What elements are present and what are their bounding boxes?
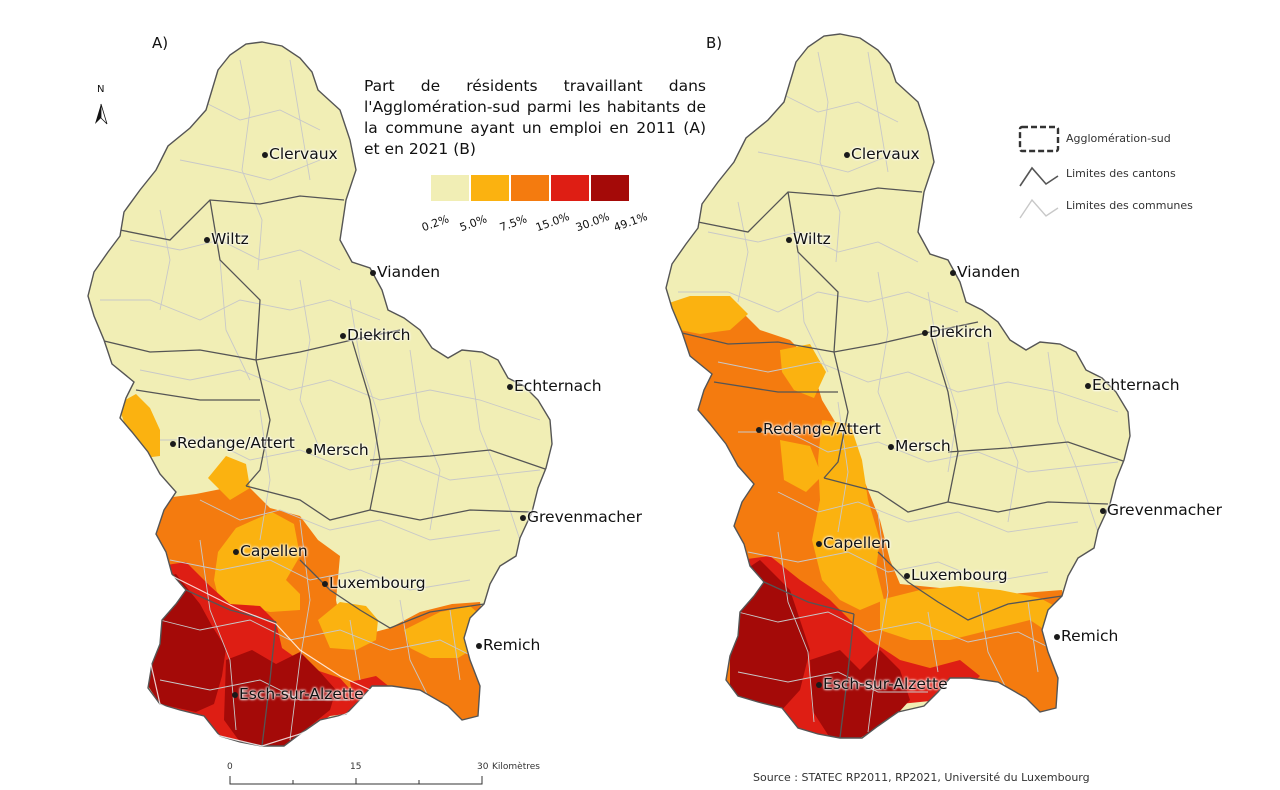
zone-amber-b-5 [780,440,822,492]
legend-color-bar [430,174,630,202]
city-dot [370,269,376,276]
city-label: Remich [1054,627,1118,645]
city-label: Diekirch [922,323,992,341]
city-dot [1085,382,1091,389]
legend-break: 49.1% [612,210,650,235]
zone-amber-b-3 [812,420,884,610]
city-label: Esch-sur-Alzette [232,685,364,703]
city-label: Wiltz [786,230,831,248]
scale-bar [229,776,483,785]
city-label: Esch-sur-Alzette [816,675,948,693]
city-label: Clervaux [262,145,338,163]
commune-boundaries-a [100,59,541,741]
key-agglomeration-label: Agglomération-sud [1066,132,1171,145]
canton-boundaries-b [677,187,1127,738]
city-label: Redange/Attert [170,434,295,452]
panel-label-a: A) [152,34,169,52]
city-label: Mersch [888,437,951,455]
city-dot [233,548,239,555]
city-label: Vianden [950,263,1020,281]
agglomeration-key-symbol [1018,125,1060,153]
zone-darkred-a-south [224,650,336,746]
north-arrow [95,103,108,125]
zone-amber-b-2 [780,344,826,398]
legend-swatch-2 [470,174,510,202]
legend-swatch-1 [430,174,470,202]
legend-break: 15.0% [534,210,572,235]
scale-unit: Kilomètres [492,762,540,772]
city-dot [204,236,210,243]
source-note: Source : STATEC RP2011, RP2021, Universi… [753,771,1090,784]
agglomeration-outline-a [149,569,371,747]
legend-break: 30.0% [574,210,612,235]
zone-amber-a-5 [118,394,160,458]
north-arrow-label: N [97,84,105,95]
city-dot [322,580,328,587]
city-dot [816,681,822,688]
commune-boundaries-b [678,51,1119,733]
city-dot [170,440,176,447]
legend-title: Part de résidents travaillant dans l'Agg… [364,77,706,158]
city-dot [520,514,526,521]
legend-break: 0.2% [420,212,451,235]
commune-key-symbol [1019,198,1059,219]
legend-breaks: 0.2% 5.0% 7.5% 15.0% 30.0% 49.1% [414,210,664,242]
city-dot [306,447,312,454]
city-dot [340,332,346,339]
city-dot [904,572,910,579]
canton-boundaries-a [99,195,549,746]
city-dot [786,236,792,243]
zone-amber-b-4 [880,586,1062,640]
city-label: Echternach [507,377,602,395]
city-label: Capellen [233,542,308,560]
zone-amber-a-4 [208,456,250,500]
city-label: Wiltz [204,230,249,248]
city-dot [507,383,513,390]
city-label: Grevenmacher [1100,501,1222,519]
city-dot [922,329,928,336]
city-label: Diekirch [340,326,410,344]
scale-tick-30: 30 [477,762,489,772]
canton-key-symbol [1019,166,1059,187]
city-label: Clervaux [844,145,920,163]
city-dot [476,642,482,649]
legend-swatch-4 [550,174,590,202]
city-dot [262,151,268,158]
city-dot [1054,633,1060,640]
city-label: Luxembourg [904,566,1008,584]
zone-amber-b-1 [666,296,748,334]
city-dot [1100,507,1106,514]
city-label: Remich [476,636,540,654]
city-dot [232,691,238,698]
city-dot [756,426,762,433]
panel-label-b: B) [706,34,723,52]
city-label: Luxembourg [322,574,426,592]
city-label: Redange/Attert [756,420,881,438]
zone-darkred-b-south [810,650,910,738]
city-dot [816,540,822,547]
map-panel-2021 [665,33,1131,739]
city-dot [950,269,956,276]
key-cantons-label: Limites des cantons [1066,167,1176,180]
key-communes-label: Limites des communes [1066,199,1193,212]
city-dot [888,443,894,450]
city-label: Grevenmacher [520,508,642,526]
legend-swatch-3 [510,174,550,202]
scale-tick-15: 15 [350,762,362,772]
legend-break: 5.0% [458,212,489,235]
city-label: Echternach [1085,376,1180,394]
scale-tick-0: 0 [227,762,233,772]
legend-break: 7.5% [498,212,529,235]
city-label: Capellen [816,534,891,552]
legend-swatch-5 [590,174,630,202]
city-label: Vianden [370,263,440,281]
city-dot [844,151,850,158]
city-label: Mersch [306,441,369,459]
zone-amber-a-2 [318,602,378,650]
zone-amber-a-1 [214,512,300,612]
